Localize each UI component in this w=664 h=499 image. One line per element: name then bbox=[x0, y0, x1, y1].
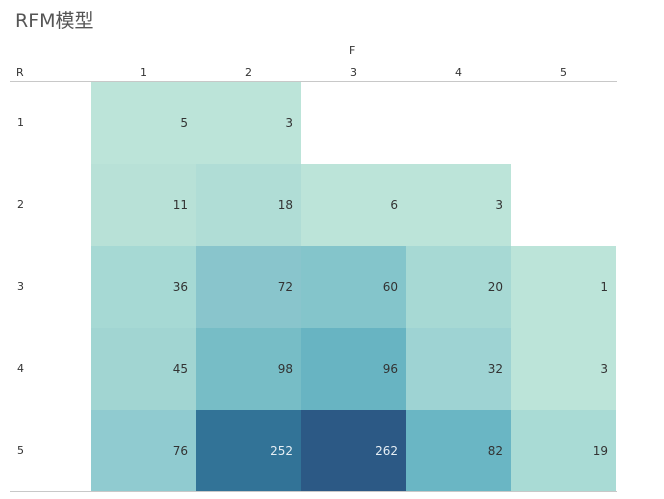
chart-title: RFM模型 bbox=[15, 10, 94, 32]
heatmap-cell[interactable]: 45 bbox=[91, 328, 196, 410]
heatmap-cell[interactable]: 19 bbox=[511, 410, 616, 492]
column-label: 4 bbox=[455, 66, 462, 79]
row-label: 5 bbox=[17, 444, 24, 457]
heatmap-cell[interactable]: 36 bbox=[91, 246, 196, 328]
row-label: 4 bbox=[17, 362, 24, 375]
column-label: 3 bbox=[350, 66, 357, 79]
heatmap-cell[interactable]: 3 bbox=[406, 164, 511, 246]
heatmap-cell[interactable]: 262 bbox=[301, 410, 406, 492]
heatmap-cell[interactable]: 3 bbox=[196, 82, 301, 164]
heatmap-cell[interactable]: 252 bbox=[196, 410, 301, 492]
heatmap-cell[interactable]: 3 bbox=[511, 328, 616, 410]
column-label: 5 bbox=[560, 66, 567, 79]
header-divider bbox=[10, 81, 617, 82]
heatmap-cell[interactable]: 72 bbox=[196, 246, 301, 328]
heatmap-cell[interactable]: 60 bbox=[301, 246, 406, 328]
heatmap-cell[interactable]: 76 bbox=[91, 410, 196, 492]
heatmap-cell[interactable]: 1 bbox=[511, 246, 616, 328]
row-label: 1 bbox=[17, 116, 24, 129]
heatmap-cell[interactable]: 11 bbox=[91, 164, 196, 246]
column-label: 1 bbox=[140, 66, 147, 79]
row-label: 3 bbox=[17, 280, 24, 293]
heatmap-cell[interactable]: 18 bbox=[196, 164, 301, 246]
bottom-divider bbox=[10, 491, 617, 492]
heatmap-cell[interactable]: 98 bbox=[196, 328, 301, 410]
column-label: 2 bbox=[245, 66, 252, 79]
heatmap-cell[interactable]: 20 bbox=[406, 246, 511, 328]
heatmap-cell[interactable]: 6 bbox=[301, 164, 406, 246]
column-axis-title: F bbox=[349, 44, 356, 57]
heatmap-cell[interactable]: 32 bbox=[406, 328, 511, 410]
heatmap-cell[interactable]: 82 bbox=[406, 410, 511, 492]
heatmap-cell[interactable]: 96 bbox=[301, 328, 406, 410]
row-axis-title: R bbox=[16, 66, 24, 79]
heatmap-cell[interactable]: 5 bbox=[91, 82, 196, 164]
row-label: 2 bbox=[17, 198, 24, 211]
